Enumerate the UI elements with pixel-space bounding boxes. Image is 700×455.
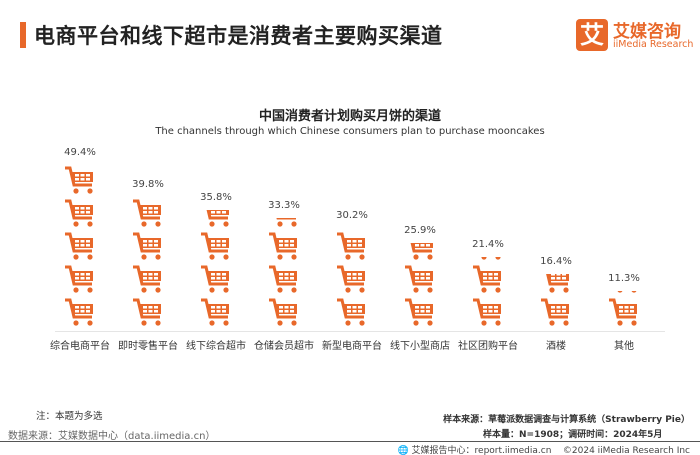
shopping-cart-icon xyxy=(199,262,233,295)
sample-source: 样本来源：草莓派数据调查与计算系统（Strawberry Pie） xyxy=(443,415,690,425)
data-label: 39.8% xyxy=(132,178,164,190)
shopping-cart-icon xyxy=(131,197,165,229)
data-label: 49.4% xyxy=(64,146,96,158)
shopping-cart-icon xyxy=(335,295,369,328)
shopping-cart-icon xyxy=(63,165,97,196)
category-label: 线下综合超市 xyxy=(186,341,246,352)
logo-mark: 艾 xyxy=(576,19,608,51)
shopping-cart-icon xyxy=(607,290,641,295)
bar-8 xyxy=(590,0,658,328)
cart-stack xyxy=(267,218,301,328)
shopping-cart-icon xyxy=(471,262,505,295)
shopping-cart-icon xyxy=(267,229,301,262)
footer-divider xyxy=(0,441,700,442)
bar-5 xyxy=(386,0,454,328)
category-label: 线下小型商店 xyxy=(390,341,450,352)
shopping-cart-icon xyxy=(63,196,97,229)
shopping-cart-icon xyxy=(199,209,233,229)
data-label: 16.4% xyxy=(540,255,572,267)
cart-stack xyxy=(199,209,233,328)
shopping-cart-icon xyxy=(539,295,573,328)
report-center[interactable]: 艾媒报告中心：report.iimedia.cn xyxy=(411,446,552,455)
shopping-cart-icon xyxy=(471,257,505,262)
logo-en: iiMedia Research xyxy=(613,39,694,50)
shopping-cart-icon xyxy=(539,273,573,295)
data-label: 21.4% xyxy=(472,239,504,251)
globe-icon: 🌐 xyxy=(397,446,409,455)
shopping-cart-icon xyxy=(335,262,369,295)
cart-stack xyxy=(403,242,437,328)
shopping-cart-icon xyxy=(131,229,165,262)
shopping-cart-icon xyxy=(131,295,165,328)
data-source: 数据来源：艾媒数据中心（data.iimedia.cn） xyxy=(8,431,216,442)
x-axis-line xyxy=(55,331,665,332)
shopping-cart-icon xyxy=(267,262,301,295)
iimedia-logo: 艾 艾媒咨询 iiMedia Research xyxy=(576,17,694,55)
bar-0 xyxy=(46,0,114,328)
category-label: 新型电商平台 xyxy=(322,341,382,352)
category-label: 其他 xyxy=(614,341,634,352)
category-label: 酒楼 xyxy=(546,341,566,352)
bar-1 xyxy=(114,0,182,328)
shopping-cart-icon xyxy=(403,242,437,262)
data-label: 33.3% xyxy=(268,200,300,212)
bar-6 xyxy=(454,0,522,328)
data-label: 25.9% xyxy=(404,224,436,236)
shopping-cart-icon xyxy=(267,218,301,229)
shopping-cart-icon xyxy=(471,295,505,328)
chart-subtitle: The channels through which Chinese consu… xyxy=(155,126,545,137)
bar-4 xyxy=(318,0,386,328)
category-label: 即时零售平台 xyxy=(118,341,178,352)
bar-7 xyxy=(522,0,590,328)
shopping-cart-icon xyxy=(267,295,301,328)
shopping-cart-icon xyxy=(131,262,165,295)
category-label: 社区团购平台 xyxy=(458,341,518,352)
data-label: 35.8% xyxy=(200,191,232,203)
category-label: 仓储会员超市 xyxy=(254,341,314,352)
shopping-cart-icon xyxy=(199,295,233,328)
data-label: 30.2% xyxy=(336,210,368,222)
cart-stack xyxy=(539,273,573,328)
note: 注：本题为多选 xyxy=(36,411,103,422)
shopping-cart-icon xyxy=(63,295,97,328)
cart-stack xyxy=(471,257,505,328)
cart-stack xyxy=(335,228,369,328)
bar-2 xyxy=(182,0,250,328)
copyright: ©2024 iiMedia Research Inc xyxy=(562,446,690,455)
chart-title: 中国消费者计划购买月饼的渠道 xyxy=(258,109,441,124)
shopping-cart-icon xyxy=(63,229,97,262)
sample-info: 样本量：N=1908；调研时间：2024年5月 xyxy=(483,430,663,440)
footer-credits: 🌐 艾媒报告中心：report.iimedia.cn ©2024 iiMedia… xyxy=(397,443,690,455)
shopping-cart-icon xyxy=(403,262,437,295)
cart-stack xyxy=(63,165,97,328)
shopping-cart-icon xyxy=(335,229,369,262)
category-label: 综合电商平台 xyxy=(50,341,110,352)
data-label: 11.3% xyxy=(608,272,640,284)
cart-stack xyxy=(131,197,165,328)
bar-3 xyxy=(250,0,318,328)
shopping-cart-icon xyxy=(607,295,641,328)
shopping-cart-icon xyxy=(63,262,97,295)
title-accent-bar xyxy=(20,22,26,48)
shopping-cart-icon xyxy=(403,295,437,328)
cart-stack xyxy=(607,290,641,328)
pictogram-chart: 49.4% 综合电商平台 39.8% 即时零售平台 35.8% 线下综合超市 33.3% 仓储… xyxy=(46,0,658,352)
logo-cn: 艾媒咨询 xyxy=(613,22,681,42)
shopping-cart-icon xyxy=(199,229,233,262)
page-title: 电商平台和线下超市是消费者主要购买渠道 xyxy=(34,24,443,48)
